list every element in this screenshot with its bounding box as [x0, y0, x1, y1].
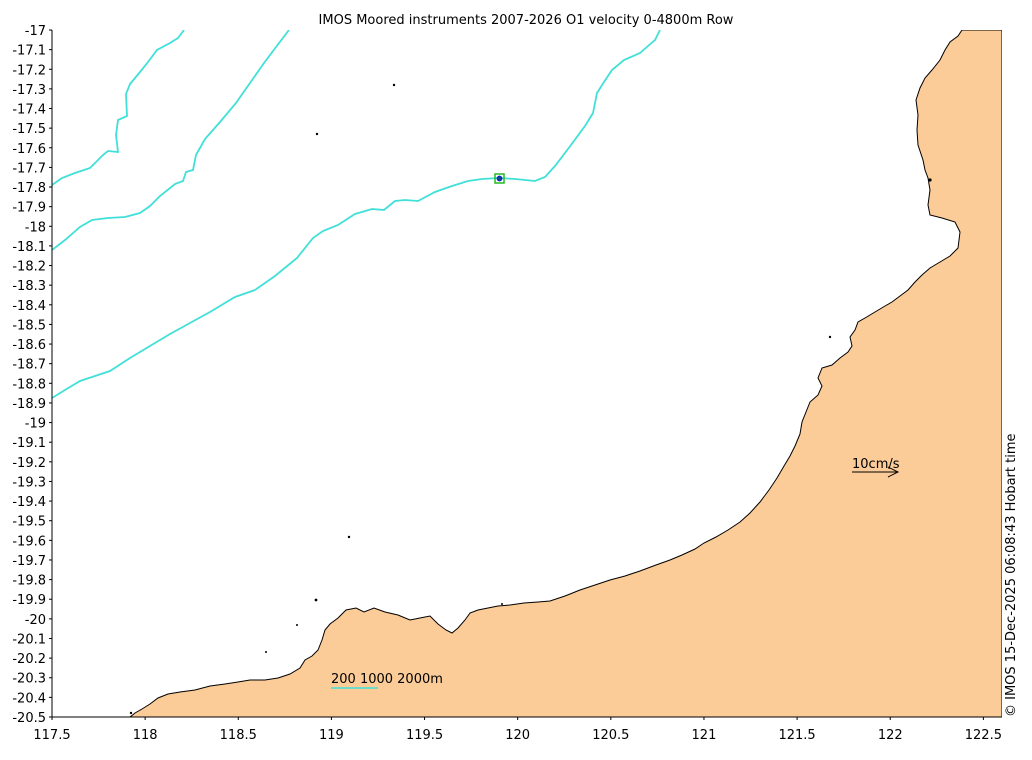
y-tick-label: -17.1: [12, 44, 46, 59]
y-tick-label: -18.2: [12, 260, 46, 275]
y-tick-label: -20.5: [12, 711, 46, 726]
y-tick-label: -17.7: [12, 161, 46, 176]
y-tick-label: -17.3: [12, 83, 46, 98]
y-tick-label: -19.5: [12, 515, 46, 530]
x-tick-label: 118.5: [220, 728, 257, 743]
depth-legend: 200 1000 2000m: [331, 672, 443, 689]
x-axis-ticks: 117.5 118 118.5 119 119.5 120 120.5 121 121.5 122…: [33, 717, 1002, 743]
axes: [51, 30, 1002, 718]
y-tick-label: -18.5: [12, 318, 46, 333]
y-tick-label: -20.4: [12, 691, 46, 706]
x-tick-label: 118: [133, 728, 158, 743]
land-mass: [129, 30, 1002, 717]
contour-200m: [52, 30, 185, 186]
contour-2000m: [52, 30, 661, 399]
y-tick-label: -18.7: [12, 358, 46, 373]
y-tick-label: -18.3: [12, 279, 46, 294]
islands: [129, 83, 932, 715]
y-tick-label: -19.2: [12, 456, 46, 471]
x-tick-label: 117.5: [33, 728, 70, 743]
y-tick-label: -18.9: [12, 397, 46, 412]
x-tick-label: 119.5: [406, 728, 443, 743]
x-tick-label: 119: [319, 728, 344, 743]
x-tick-label: 122.5: [965, 728, 1002, 743]
y-tick-label: -19.4: [12, 495, 46, 510]
y-tick-label: -18.6: [12, 338, 46, 353]
y-tick-label: -20.3: [12, 672, 46, 687]
x-tick-label: 121.5: [778, 728, 815, 743]
y-tick-label: -20: [25, 613, 46, 628]
y-tick-label: -18.8: [12, 377, 46, 392]
y-tick-label: -19.8: [12, 574, 46, 589]
x-tick-label: 121: [692, 728, 717, 743]
y-tick-label: -17.5: [12, 122, 46, 137]
x-tick-label: 122: [878, 728, 903, 743]
y-tick-label: -19.9: [12, 593, 46, 608]
x-tick-label: 120.5: [592, 728, 629, 743]
credit-text: © IMOS 15-Dec-2025 06:08:43 Hobart time: [1004, 433, 1019, 717]
y-tick-label: -17: [25, 24, 46, 39]
mooring-square: [494, 173, 505, 184]
velocity-scale: 10cm/s: [852, 457, 900, 478]
contour-1000m: [52, 30, 290, 251]
y-axis-ticks: -17 -17.1 -17.2 -17.3 -17.4 -17.5 -17.6 -17.7 -1…: [12, 24, 52, 726]
depth-legend-label: 200 1000 2000m: [331, 672, 443, 687]
bathymetry-contours: [52, 30, 661, 399]
y-tick-label: -17.8: [12, 181, 46, 196]
y-tick-label: -20.2: [12, 652, 46, 667]
velocity-scale-label: 10cm/s: [852, 457, 900, 472]
y-tick-label: -19.7: [12, 554, 46, 569]
y-tick-label: -19.3: [12, 475, 46, 490]
x-tick-label: 120: [505, 728, 530, 743]
y-tick-label: -19.1: [12, 436, 46, 451]
y-tick-label: -17.2: [12, 63, 46, 78]
y-tick-label: -17.4: [12, 103, 46, 118]
y-tick-label: -19.6: [12, 534, 46, 549]
y-tick-label: -18.1: [12, 240, 46, 255]
y-tick-label: -18: [25, 220, 46, 235]
y-tick-label: -17.6: [12, 142, 46, 157]
y-tick-label: -18.4: [12, 299, 46, 314]
mooring-marker[interactable]: [494, 173, 505, 184]
mooring-dot: [496, 175, 503, 182]
y-tick-label: -20.1: [12, 632, 46, 647]
chart-title: IMOS Moored instruments 2007-2026 O1 vel…: [319, 13, 734, 28]
y-tick-label: -19: [25, 417, 46, 432]
y-tick-label: -17.9: [12, 201, 46, 216]
